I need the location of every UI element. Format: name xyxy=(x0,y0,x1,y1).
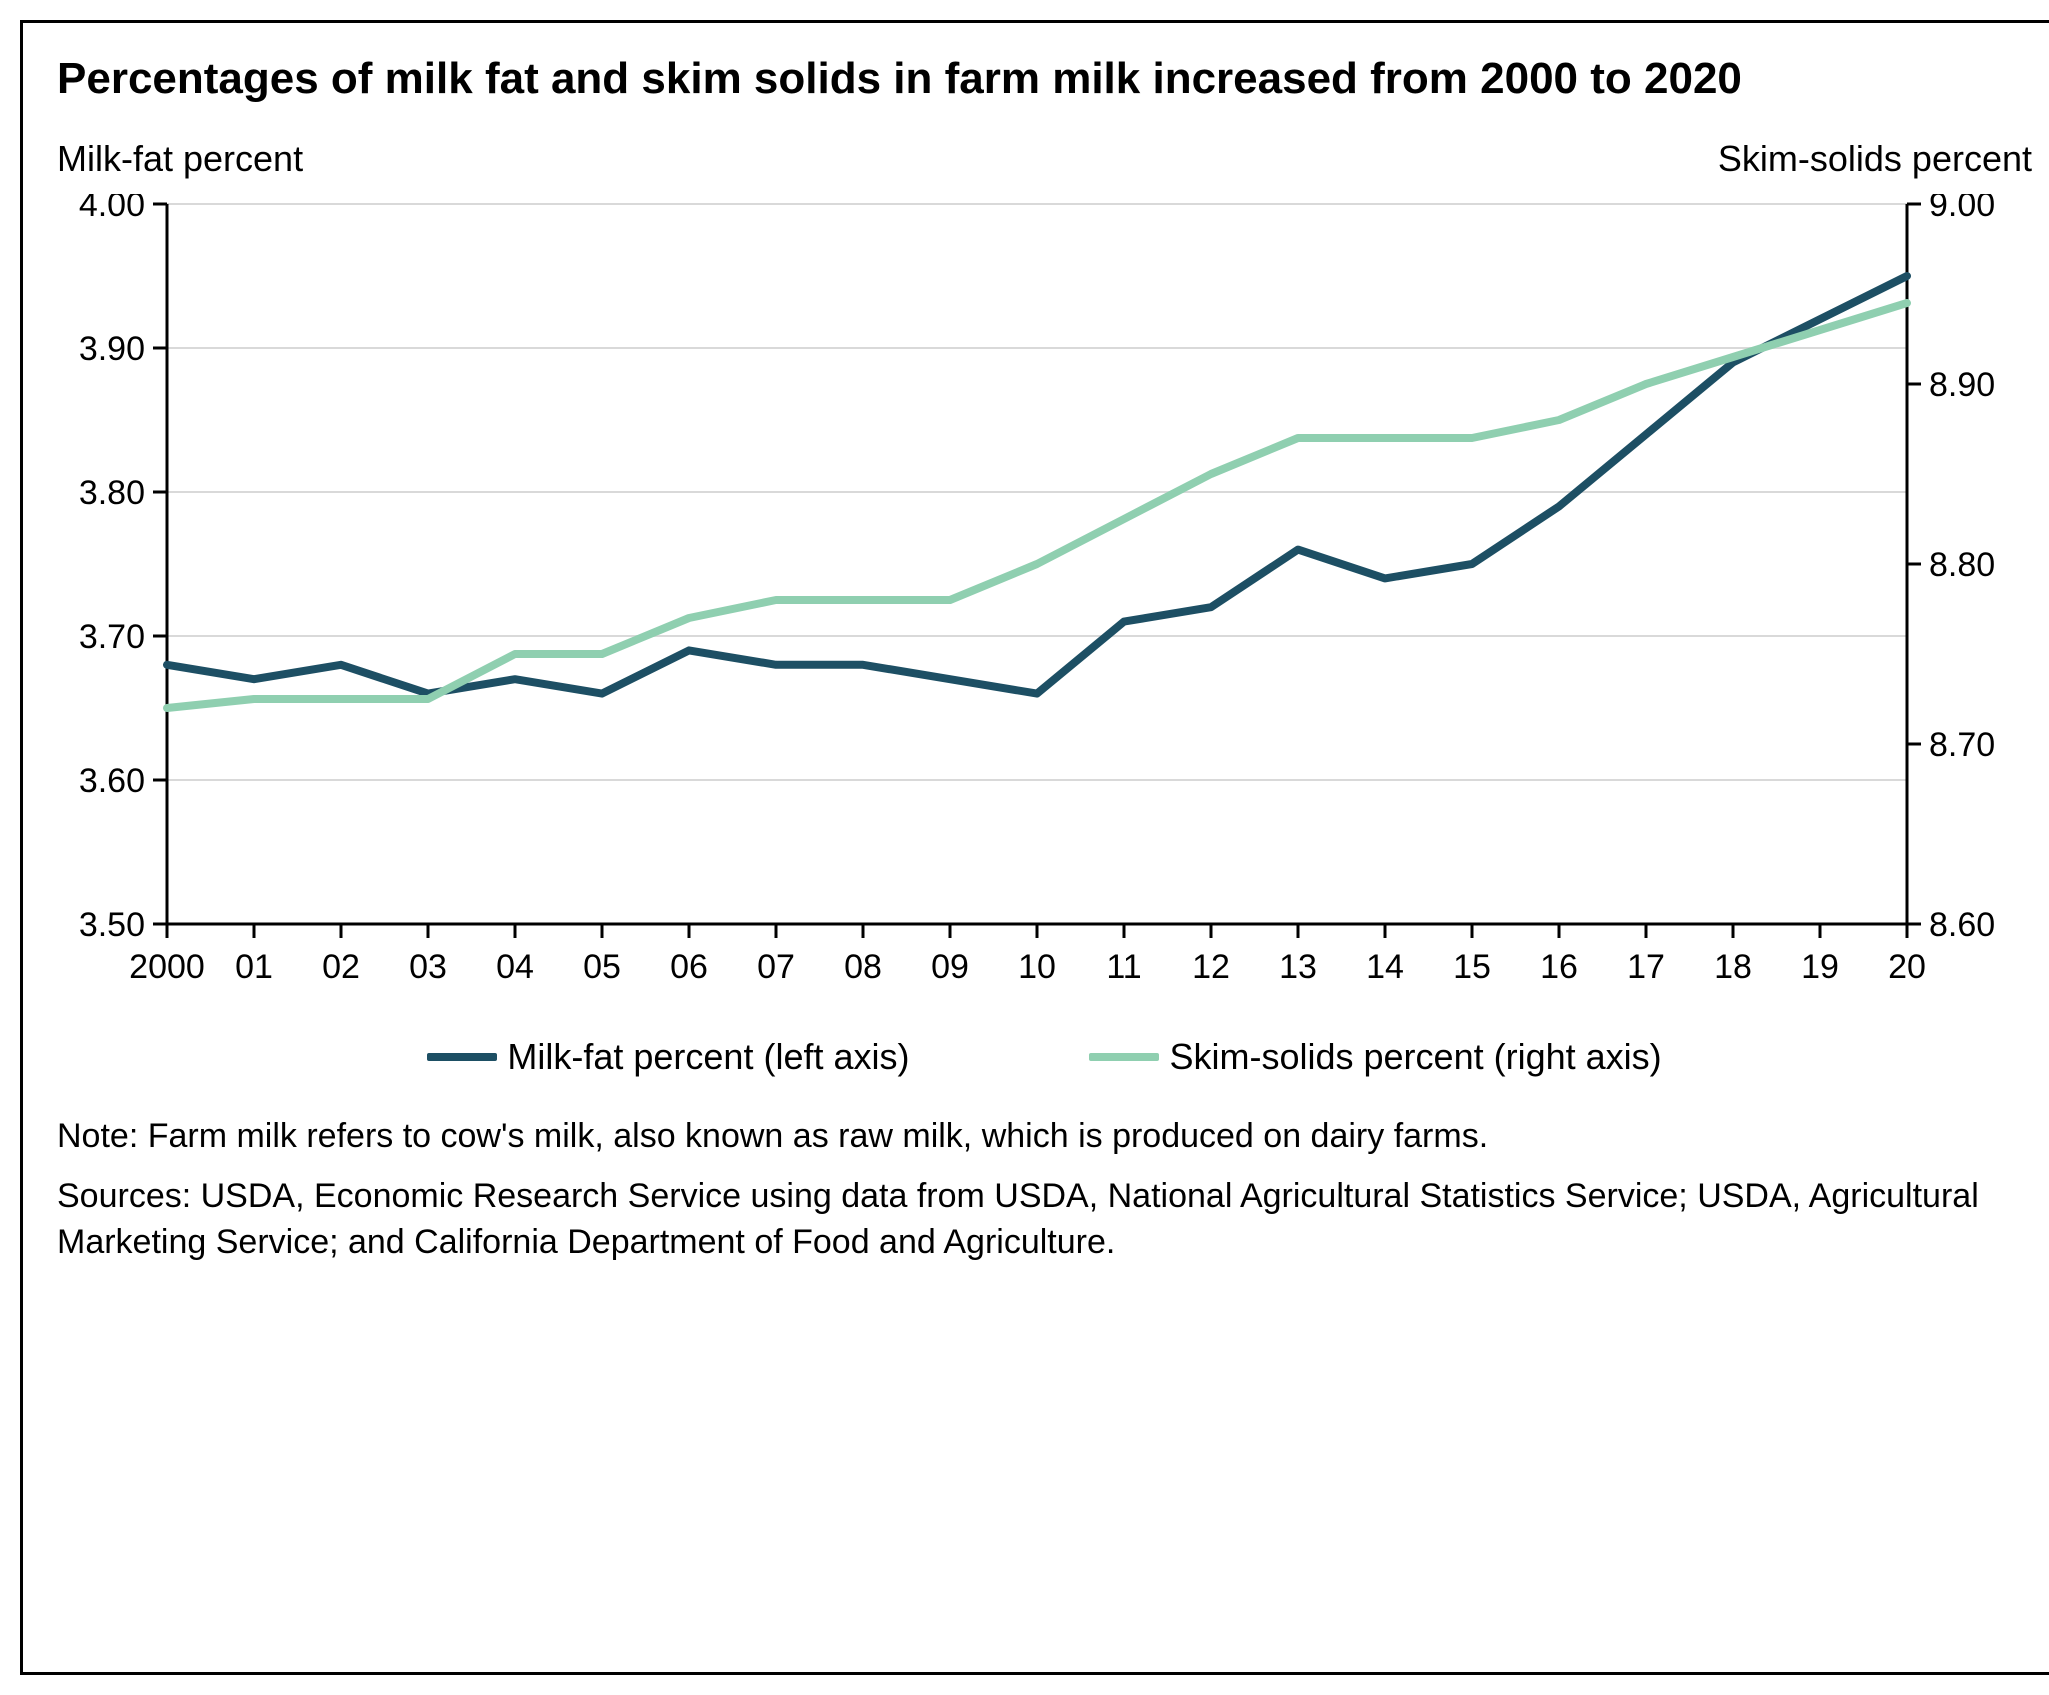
x-tick-label: 08 xyxy=(844,948,882,986)
x-tick-label: 12 xyxy=(1192,948,1230,986)
x-tick-label: 20 xyxy=(1888,948,1926,986)
left-axis-label: Milk-fat percent xyxy=(57,138,303,180)
x-tick-label: 06 xyxy=(670,948,708,986)
legend-label: Skim-solids percent (right axis) xyxy=(1169,1036,1661,1078)
chart-title: Percentages of milk fat and skim solids … xyxy=(57,51,2032,106)
y-left-tick-label: 4.00 xyxy=(79,194,145,224)
x-tick-label: 02 xyxy=(322,948,360,986)
x-tick-label: 10 xyxy=(1018,948,1056,986)
x-tick-label: 09 xyxy=(931,948,969,986)
x-tick-label: 16 xyxy=(1540,948,1578,986)
x-tick-label: 11 xyxy=(1106,948,1141,986)
y-left-tick-label: 3.50 xyxy=(79,906,145,944)
x-tick-label: 01 xyxy=(235,948,273,986)
y-right-tick-label: 9.00 xyxy=(1929,194,1995,224)
legend-swatch xyxy=(427,1053,497,1061)
x-tick-label: 05 xyxy=(583,948,621,986)
x-tick-label: 03 xyxy=(409,948,447,986)
x-tick-label: 13 xyxy=(1279,948,1317,986)
legend-item: Milk-fat percent (left axis) xyxy=(427,1036,909,1078)
y-right-tick-label: 8.70 xyxy=(1929,726,1995,764)
y-right-tick-label: 8.60 xyxy=(1929,906,1995,944)
y-right-tick-label: 8.90 xyxy=(1929,366,1995,404)
legend: Milk-fat percent (left axis) Skim-solids … xyxy=(57,1036,2032,1078)
x-tick-label: 07 xyxy=(757,948,795,986)
plot-area: 3.50 3.60 3.70 3.80 3.90 4.00 8.60 8.70 8.80 8.90… xyxy=(57,194,2032,1014)
y-left-tick-label: 3.60 xyxy=(79,762,145,800)
series-line xyxy=(167,276,1907,694)
x-tick-label: 19 xyxy=(1801,948,1839,986)
x-tick-label: 18 xyxy=(1714,948,1752,986)
plot-svg: 3.50 3.60 3.70 3.80 3.90 4.00 8.60 8.70 8.80 8.90… xyxy=(57,194,2017,1014)
footnote-note: Note: Farm milk refers to cow's milk, al… xyxy=(57,1114,2032,1160)
footnotes: Note: Farm milk refers to cow's milk, al… xyxy=(57,1114,2032,1266)
legend-item: Skim-solids percent (right axis) xyxy=(1089,1036,1661,1078)
x-tick-label: 2000 xyxy=(129,948,205,986)
x-tick-label: 17 xyxy=(1627,948,1665,986)
y-left-tick-label: 3.70 xyxy=(79,618,145,656)
footnote-sources: Sources: USDA, Economic Research Service… xyxy=(57,1174,2032,1266)
legend-swatch xyxy=(1089,1053,1159,1061)
x-tick-label: 15 xyxy=(1453,948,1491,986)
y-left-tick-label: 3.90 xyxy=(79,330,145,368)
axis-labels-row: Milk-fat percent Skim-solids percent xyxy=(57,138,2032,180)
y-right-tick-label: 8.80 xyxy=(1929,546,1995,584)
x-tick-label: 04 xyxy=(496,948,534,986)
series-line xyxy=(167,303,1907,708)
y-left-tick-label: 3.80 xyxy=(79,474,145,512)
chart-container: Percentages of milk fat and skim solids … xyxy=(20,20,2049,1675)
legend-label: Milk-fat percent (left axis) xyxy=(507,1036,909,1078)
right-axis-label: Skim-solids percent xyxy=(1718,138,2032,180)
x-tick-label: 14 xyxy=(1366,948,1404,986)
